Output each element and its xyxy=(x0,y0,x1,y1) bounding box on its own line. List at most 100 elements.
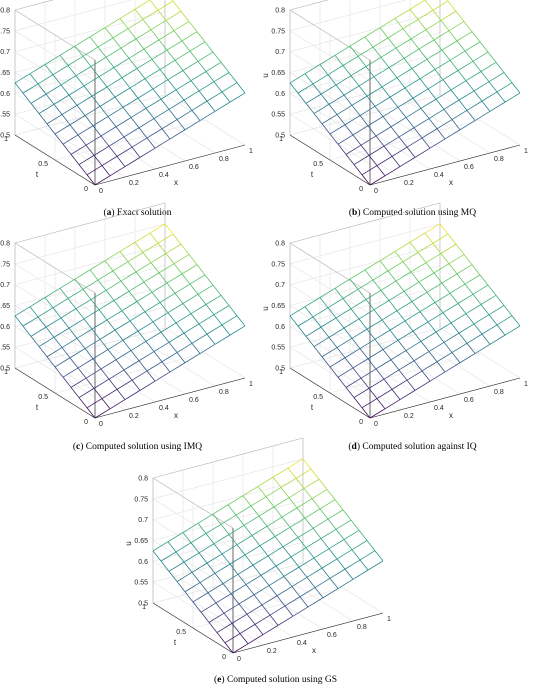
mesh-line-constant-t xyxy=(115,117,132,128)
mesh-line-constant-t xyxy=(123,360,140,371)
mesh-line-constant-t xyxy=(350,66,367,77)
u-tick-label: 0.5 xyxy=(275,366,285,373)
mesh-line-constant-t xyxy=(387,261,404,272)
mesh-line-constant-x xyxy=(364,269,374,281)
mesh-line-constant-x xyxy=(53,337,63,348)
mesh-line-constant-x xyxy=(259,545,269,557)
mesh-line-constant-t xyxy=(481,324,498,335)
mesh-line-constant-x xyxy=(244,554,254,566)
mesh-line-constant-x xyxy=(350,75,360,87)
mesh-line-constant-x xyxy=(381,86,391,98)
surface-mesh xyxy=(289,0,521,186)
mesh-line-constant-t xyxy=(181,264,198,275)
mesh-line-constant-t xyxy=(213,305,230,316)
mesh-line-constant-t xyxy=(283,566,300,577)
mesh-line-constant-x xyxy=(373,309,383,321)
mesh-line-constant-x xyxy=(97,46,107,58)
mesh-line-constant-t xyxy=(222,573,239,584)
mesh-line-constant-t xyxy=(175,80,192,91)
mesh-line-constant-x xyxy=(221,324,231,336)
mesh-line-constant-t xyxy=(161,352,178,363)
mesh-line-constant-t xyxy=(410,29,427,40)
mesh-line-constant-x xyxy=(359,115,369,126)
mesh-line-constant-x xyxy=(337,376,347,388)
mesh-line-constant-x xyxy=(344,124,354,136)
mesh-line-constant-t xyxy=(420,331,437,342)
mesh-line-constant-t xyxy=(304,297,321,308)
mesh-line-constant-t xyxy=(62,134,79,145)
mesh-line-constant-x xyxy=(337,143,347,155)
mesh-line-constant-t xyxy=(184,120,201,131)
mesh-line-constant-t xyxy=(352,358,369,369)
mesh-line-constant-x xyxy=(344,568,354,580)
mesh-line-constant-x xyxy=(406,146,416,158)
mesh-line-constant-t xyxy=(152,79,169,90)
mesh-line-constant-t xyxy=(67,288,84,299)
mesh-line-constant-x xyxy=(421,137,431,149)
mesh-line-constant-x xyxy=(176,352,186,363)
mesh-line-constant-t xyxy=(425,253,442,264)
mesh-line-constant-x xyxy=(321,567,331,579)
mesh-line-constant-t xyxy=(276,586,293,597)
x-tick-label: 0 xyxy=(237,656,241,663)
mesh-line-constant-x xyxy=(289,82,299,94)
mesh-line-constant-t xyxy=(473,314,490,325)
mesh-line-constant-t xyxy=(145,331,162,342)
mesh-line-constant-x xyxy=(425,29,435,41)
mesh-line-constant-x xyxy=(361,174,371,186)
mesh-line-constant-t xyxy=(434,59,451,70)
mesh-line-constant-t xyxy=(391,379,408,390)
x-tick-label: 0.2 xyxy=(267,648,277,655)
mesh-line-constant-x xyxy=(480,71,490,82)
mesh-line-constant-t xyxy=(143,39,160,50)
mesh-line-constant-t xyxy=(391,146,408,157)
mesh-line-constant-x xyxy=(418,48,428,60)
mesh-line-constant-x xyxy=(326,489,336,500)
mesh-line-constant-t xyxy=(458,90,475,101)
mesh-line-constant-t xyxy=(382,106,399,117)
mesh-line-constant-x xyxy=(76,105,86,116)
mesh-line-constant-t xyxy=(230,584,247,595)
mesh-line-constant-x xyxy=(90,299,100,310)
mesh-line-constant-x xyxy=(448,30,458,42)
mesh-line-constant-t xyxy=(68,85,85,96)
mesh-line-constant-t xyxy=(357,46,374,57)
mesh-line-constant-x xyxy=(402,28,412,40)
mesh-line-constant-x xyxy=(496,91,506,103)
mesh-line-constant-x xyxy=(266,526,276,537)
u-tick-label: 0.65 xyxy=(271,303,285,310)
mesh-line-constant-x xyxy=(70,154,80,165)
u-tick-label: 0.55 xyxy=(0,112,10,119)
back-wall-gridline xyxy=(289,223,441,265)
x-tick-label: 0.8 xyxy=(219,389,229,396)
mesh-line-constant-x xyxy=(366,328,376,340)
mesh-line-constant-x xyxy=(61,114,71,125)
mesh-line-constant-x xyxy=(287,467,297,479)
mesh-line-constant-t xyxy=(122,330,139,341)
mesh-line-constant-t xyxy=(91,86,108,97)
u-tick-label: 0.5 xyxy=(0,133,10,140)
mesh-line-constant-x xyxy=(107,116,117,127)
mesh-line-constant-x xyxy=(435,331,445,343)
mesh-line-constant-x xyxy=(123,136,133,148)
mesh-line-constant-x xyxy=(238,603,248,615)
mesh-line-constant-x xyxy=(327,518,337,530)
mesh-line-constant-x xyxy=(92,358,102,370)
mesh-line-constant-t xyxy=(135,262,152,273)
chart-panel-b: 0.5 0.55 0.6 0.65 0.7 0.75 0.8 0 0.2 0.4 0.6 0.8 1 0 0… xyxy=(261,0,550,200)
mesh-line-constant-t xyxy=(138,118,155,129)
mesh-line-constant-t xyxy=(336,549,353,560)
mesh-line-constant-x xyxy=(205,71,215,82)
mesh-line-constant-t xyxy=(251,525,268,536)
mesh-line-constant-x xyxy=(351,549,361,561)
mesh-line-constant-x xyxy=(313,557,323,569)
back-wall-gridline xyxy=(14,223,166,265)
mesh-line-constant-x xyxy=(176,119,186,130)
mesh-line-constant-t xyxy=(396,301,413,312)
mesh-line-constant-t xyxy=(229,325,246,336)
mesh-line-constant-t xyxy=(199,572,216,583)
mesh-line-constant-x xyxy=(473,90,483,102)
mesh-line-constant-t xyxy=(38,103,55,114)
u-tick-label: 0.75 xyxy=(271,261,285,268)
mesh-line-constant-t xyxy=(152,312,169,323)
